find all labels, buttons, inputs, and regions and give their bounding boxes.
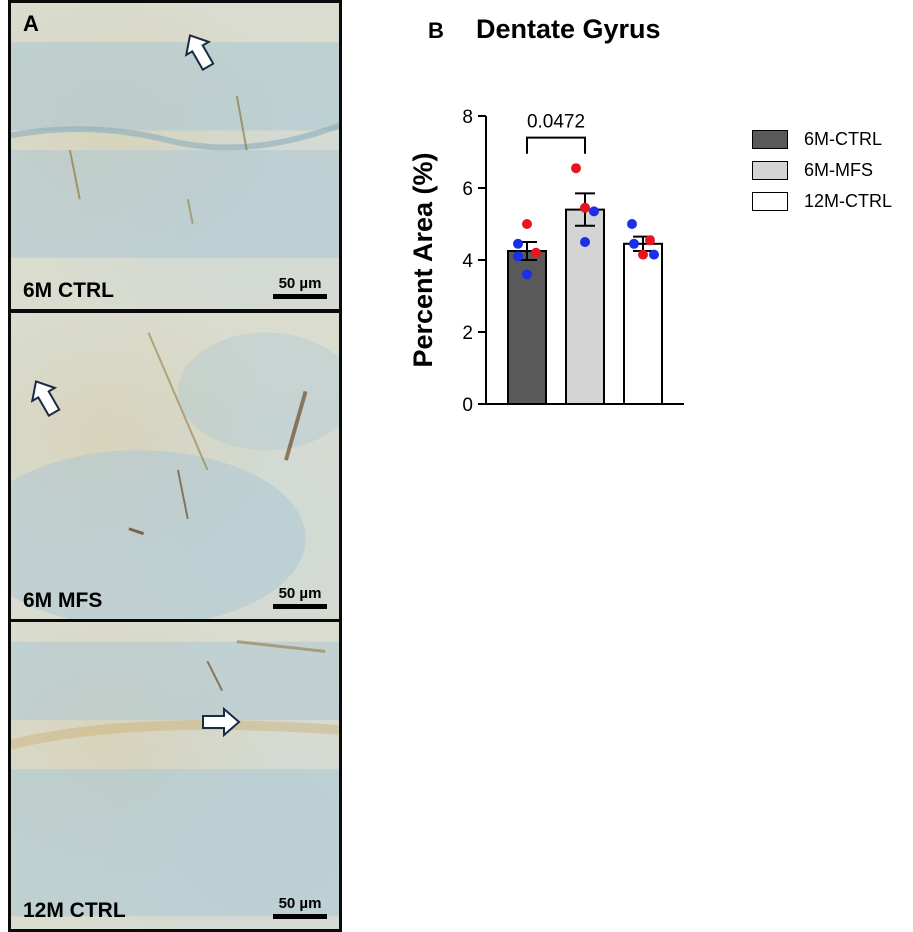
legend-label: 6M-MFS: [804, 160, 873, 180]
chart-title: Dentate Gyrus: [476, 14, 661, 44]
legend-item: 6M-CTRL: [752, 124, 892, 155]
legend-swatch: [752, 130, 788, 149]
data-point: [589, 206, 599, 217]
tissue-texture: [11, 332, 339, 619]
chart-legend: 6M-CTRL 6M-MFS 12M-CTRL: [752, 124, 892, 217]
data-point: [580, 202, 590, 213]
scale-bar: 50 µm: [273, 895, 327, 919]
arrow-icon: [202, 706, 241, 738]
data-point: [522, 269, 532, 280]
y-tick-label: 2: [462, 323, 473, 344]
data-point: [645, 235, 655, 246]
data-point: [580, 237, 590, 247]
data-point: [531, 247, 541, 258]
p-value-label: 0.0472: [527, 112, 585, 133]
micrograph-label: 12M CTRL: [23, 899, 126, 922]
data-point: [571, 163, 581, 174]
y-tick-label: 8: [462, 107, 473, 128]
legend-item: 12M-CTRL: [752, 186, 892, 217]
arrow-icon: [184, 34, 215, 71]
scale-bar: 50 µm: [273, 275, 327, 299]
scale-bar-line: [273, 604, 327, 609]
tissue-texture: [11, 42, 339, 258]
micrograph-6m-mfs: 6M MFS 50 µm: [8, 310, 342, 622]
data-point: [522, 219, 532, 229]
y-tick-label: 6: [462, 179, 473, 200]
scale-bar-line: [273, 914, 327, 919]
bar: [623, 242, 663, 405]
arrow-icon: [30, 380, 61, 417]
scale-bar-label: 50 µm: [278, 585, 322, 602]
micrograph-6m-ctrl: A 6M CTRL 50 µm: [8, 0, 342, 312]
bar-chart: 0 2 4 6 8 Percent Area (%) 0.0472: [408, 107, 684, 416]
micrograph-label: 6M CTRL: [23, 279, 114, 302]
scale-bar: 50 µm: [273, 585, 327, 609]
data-point: [513, 238, 523, 249]
legend-swatch: [752, 161, 788, 180]
scale-bar-label: 50 µm: [278, 895, 322, 912]
legend-label: 6M-CTRL: [804, 129, 883, 149]
y-axis-label: Percent Area (%): [408, 152, 438, 367]
scale-bar-label: 50 µm: [278, 275, 322, 292]
data-point: [627, 219, 637, 229]
data-point: [638, 249, 648, 260]
data-point: [629, 238, 639, 249]
micrograph-12m-ctrl: 12M CTRL 50 µm: [8, 619, 342, 932]
scale-bar-line: [273, 294, 327, 299]
legend-swatch: [752, 192, 788, 211]
data-point: [513, 251, 523, 262]
significance-bracket: [526, 136, 586, 154]
legend-label: 12M-CTRL: [804, 191, 893, 211]
legend-item: 6M-MFS: [752, 155, 892, 186]
tissue-texture: [11, 640, 339, 917]
panel-a-letter: A: [23, 11, 39, 36]
data-point: [649, 249, 659, 260]
micrograph-label: 6M MFS: [23, 589, 103, 612]
y-tick-label: 4: [462, 251, 473, 272]
y-tick-label: 0: [462, 395, 473, 416]
panel-b-letter: B: [428, 18, 444, 43]
